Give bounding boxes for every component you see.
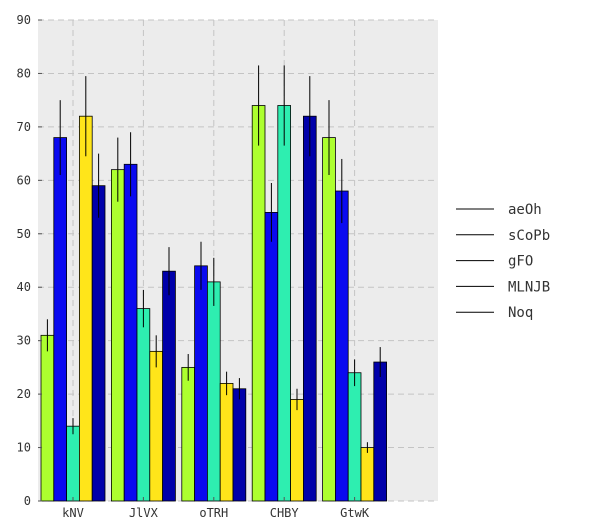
x-tick-label: oTRH xyxy=(199,506,228,520)
y-tick-label: 70 xyxy=(17,120,31,134)
bar-sCoPb-oTRH xyxy=(194,265,208,502)
x-tick-label: GtwK xyxy=(340,506,370,520)
bar-aeOh-oTRH xyxy=(181,366,196,502)
bar-gFO-GtwK xyxy=(347,372,362,502)
bar-Noq-oTRH xyxy=(232,388,247,502)
bars-group xyxy=(40,105,387,502)
y-tick-label: 60 xyxy=(17,173,31,187)
bar-Noq-CHBY xyxy=(302,115,317,502)
bar-sCoPb-JlVX xyxy=(123,163,138,502)
bar-gFO-JlVX xyxy=(136,308,151,502)
y-axis: 0 10 20 30 40 50 60 70 80 90 xyxy=(17,13,42,508)
x-tick-label: JlVX xyxy=(129,506,159,520)
y-tick-label: 80 xyxy=(17,66,31,80)
y-tick-label: 20 xyxy=(17,387,31,401)
legend-label-sCoPb: sCoPb xyxy=(508,228,550,244)
y-tick-label: 10 xyxy=(17,441,31,455)
error-bars-group xyxy=(46,65,381,453)
legend-label-aeOh: aeOh xyxy=(508,202,542,218)
bar-Noq-GtwK xyxy=(373,361,387,502)
bar-aeOh-JlVX xyxy=(111,169,125,502)
y-tick-label: 40 xyxy=(17,280,31,294)
bar-sCoPb-CHBY xyxy=(264,211,279,502)
bar-gFO-CHBY xyxy=(277,105,291,502)
bar-sCoPb-GtwK xyxy=(334,190,349,502)
bar-Noq-JlVX xyxy=(162,270,176,502)
bar-sCoPb-kNV xyxy=(53,137,67,502)
bar-aeOh-kNV xyxy=(40,334,55,502)
y-tick-label: 50 xyxy=(17,227,31,241)
bar-gFO-oTRH xyxy=(206,281,221,502)
bar-aeOh-CHBY xyxy=(251,105,266,502)
bar-MLNJB-CHBY xyxy=(290,399,304,502)
bar-MLNJB-kNV xyxy=(79,115,93,502)
x-axis: kNV JlVX oTRH CHBY GtwK xyxy=(62,497,370,520)
bar-MLNJB-oTRH xyxy=(219,383,234,502)
legend-label-gFO: gFO xyxy=(508,254,533,270)
y-tick-label: 90 xyxy=(17,13,31,27)
x-tick-label: kNV xyxy=(62,506,84,520)
x-tick-label: CHBY xyxy=(270,506,300,520)
bar-MLNJB-GtwK xyxy=(360,447,375,502)
bar-aeOh-GtwK xyxy=(322,137,336,502)
legend-label-Noq: Noq xyxy=(508,305,533,321)
y-tick-label: 30 xyxy=(17,334,31,348)
legend: aeOh sCoPb gFO MLNJB Noq xyxy=(456,202,550,321)
bar-MLNJB-JlVX xyxy=(149,350,164,502)
bar-Noq-kNV xyxy=(91,185,106,502)
y-tick-label: 0 xyxy=(24,494,31,508)
legend-label-MLNJB: MLNJB xyxy=(508,279,550,295)
bar-gFO-kNV xyxy=(66,425,80,502)
